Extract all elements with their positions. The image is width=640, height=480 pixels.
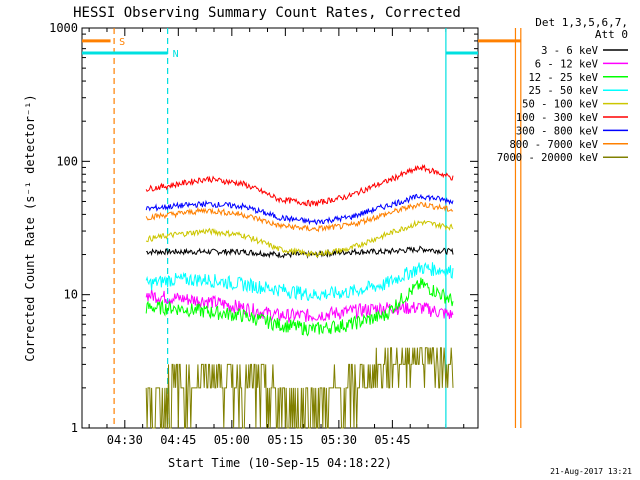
- y-tick-label: 1000: [49, 21, 78, 35]
- x-tick-label: 05:45: [374, 433, 410, 447]
- y-axis-label-group: Corrected Count Rate (s⁻¹ detector⁻¹): [23, 94, 37, 361]
- marker-label-N: N: [173, 49, 179, 60]
- legend-label-8: 7000 - 20000 keV: [497, 152, 599, 164]
- x-tick-label: 04:45: [160, 433, 196, 447]
- x-tick-label: 05:30: [321, 433, 357, 447]
- legend-header-line2: Att 0: [595, 28, 628, 41]
- y-tick-label: 10: [64, 288, 78, 302]
- y-tick-label: 100: [56, 154, 78, 168]
- series-line-3-6keV: [145, 245, 454, 259]
- plot-area: 1 10 100 1000 04:30 04:45 05:00 05:15 05:30 05:45…: [49, 21, 522, 447]
- legend-label-2: 12 - 25 keV: [528, 72, 598, 84]
- series-line-100-300keV: [145, 164, 454, 208]
- y-tick-label: 1: [71, 421, 78, 435]
- series-line-800-7000keV: [145, 201, 454, 233]
- series-line-12-25keV: [145, 277, 454, 337]
- x-axis-label-group: Start Time (10-Sep-15 04:18:22): [168, 456, 392, 470]
- marker-label-S: S: [119, 37, 125, 48]
- x-axis-label: Start Time (10-Sep-15 04:18:22): [168, 456, 392, 470]
- legend-label-7: 800 - 7000 keV: [509, 139, 598, 151]
- series-line-7000-20000keV: [145, 347, 454, 429]
- legend-label-3: 25 - 50 keV: [528, 85, 598, 97]
- legend-label-4: 50 - 100 keV: [522, 99, 599, 111]
- series-line-50-100keV: [145, 219, 454, 258]
- y-axis-label: Corrected Count Rate (s⁻¹ detector⁻¹): [23, 94, 37, 361]
- legend-label-0: 3 - 6 keV: [541, 45, 599, 57]
- footer-date: 21-Aug-2017 13:21: [550, 467, 632, 476]
- series-line-25-50keV: [145, 262, 454, 301]
- x-tick-label: 05:15: [267, 433, 303, 447]
- legend-label-1: 6 - 12 keV: [535, 58, 599, 70]
- x-tick-label: 05:00: [214, 433, 250, 447]
- legend-header-line1: Det 1,3,5,6,7,: [535, 16, 628, 29]
- chart-title: HESSI Observing Summary Count Rates, Cor…: [73, 5, 461, 21]
- legend-label-5: 100 - 300 keV: [516, 112, 599, 124]
- legend-label-6: 300 - 800 keV: [516, 125, 599, 137]
- plot-frame: [81, 27, 479, 429]
- series-line-6-12keV: [145, 289, 454, 323]
- x-tick-label: 04:30: [107, 433, 143, 447]
- series-line-300-800keV: [145, 193, 454, 226]
